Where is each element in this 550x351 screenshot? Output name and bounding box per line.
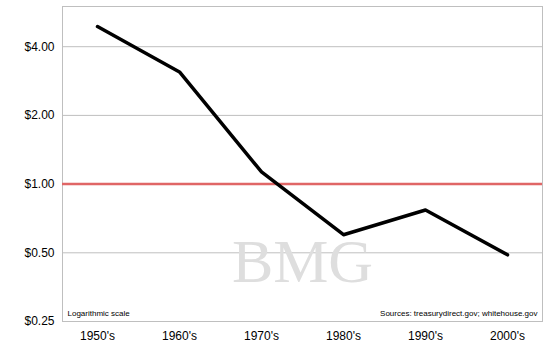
svg-text:Logarithmic scale: Logarithmic scale [68, 309, 131, 318]
svg-text:1950's: 1950's [80, 329, 115, 343]
svg-text:1990's: 1990's [408, 329, 443, 343]
svg-text:1970's: 1970's [244, 329, 279, 343]
svg-text:2000's: 2000's [490, 329, 525, 343]
svg-text:$0.25: $0.25 [24, 314, 54, 328]
svg-text:1960's: 1960's [162, 329, 197, 343]
svg-text:$2.00: $2.00 [24, 108, 54, 122]
svg-text:$4.00: $4.00 [24, 40, 54, 54]
svg-text:1980's: 1980's [326, 329, 361, 343]
svg-text:$0.50: $0.50 [24, 246, 54, 260]
svg-text:BMG: BMG [232, 227, 373, 295]
svg-text:$1.00: $1.00 [24, 177, 54, 191]
svg-text:Sources: treasurydirect.gov; w: Sources: treasurydirect.gov; whitehouse.… [380, 309, 537, 318]
